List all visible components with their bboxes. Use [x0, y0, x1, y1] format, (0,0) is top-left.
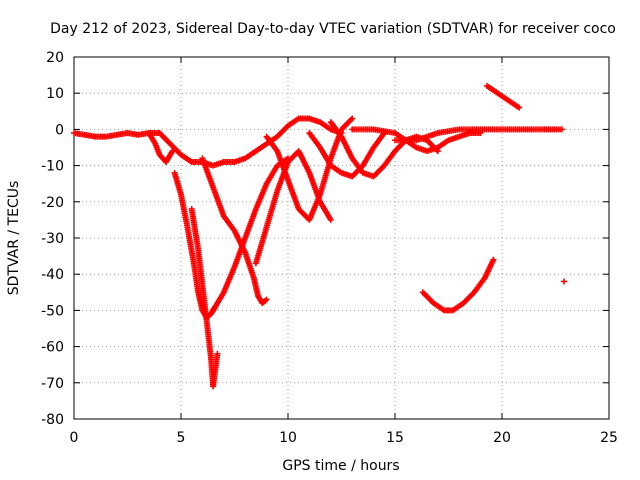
data-point-marker [490, 256, 497, 263]
x-axis-title: GPS time / hours [282, 458, 399, 474]
data-point-marker [516, 104, 523, 111]
tick-layer: 0 5 10 15 20 25 -80 -70 -60 -50 -40 -30 -20 -10 0 10 20 [41, 50, 618, 446]
y-tick-label: -80 [41, 412, 64, 428]
y-axis-title: SDTVAR / TECUs [6, 181, 22, 296]
data-point-marker [214, 350, 221, 357]
plot-frame [73, 56, 610, 420]
series-lone-point [561, 278, 568, 285]
series-arc-recovery [210, 155, 291, 314]
series-arc-tail [392, 126, 565, 144]
y-tick-label: 0 [55, 122, 64, 138]
series-arc-late-2 [327, 119, 441, 180]
y-tick-label: -10 [41, 159, 64, 175]
y-tick-label: 20 [46, 50, 64, 66]
y-tick-label: -40 [41, 267, 64, 283]
x-tick-label: 5 [177, 430, 186, 446]
series-arc-late-3 [349, 126, 484, 155]
y-tick-label: -30 [41, 231, 64, 247]
y-tick-label: -20 [41, 195, 64, 211]
data-point-marker [327, 216, 334, 223]
y-tick-label: -70 [41, 376, 64, 392]
data-point-marker [558, 126, 565, 133]
series-arc-bottom [419, 256, 497, 314]
grid-layer [74, 57, 609, 419]
x-tick-label: 20 [493, 430, 511, 446]
x-tick-label: 25 [600, 430, 618, 446]
data-point-marker [263, 296, 270, 303]
x-tick-label: 10 [279, 430, 297, 446]
series-arc-wiggle [263, 115, 356, 223]
data-layer [71, 82, 568, 390]
series-arc-deep-2 [188, 206, 221, 390]
y-tick-label: 10 [46, 86, 64, 102]
series-arc-side-dip [199, 155, 270, 307]
series-arc-rise [484, 82, 523, 111]
chart-title: Day 212 of 2023, Sidereal Day-to-day VTE… [50, 21, 616, 37]
x-tick-label: 15 [386, 430, 404, 446]
y-tick-label: -60 [41, 340, 64, 356]
y-tick-label: -50 [41, 303, 64, 319]
data-point-marker [349, 115, 356, 122]
series-arc-mid-dip [252, 148, 334, 267]
series-arc-dip-a [145, 130, 176, 165]
data-point-marker [561, 278, 568, 285]
x-tick-label: 0 [70, 430, 79, 446]
